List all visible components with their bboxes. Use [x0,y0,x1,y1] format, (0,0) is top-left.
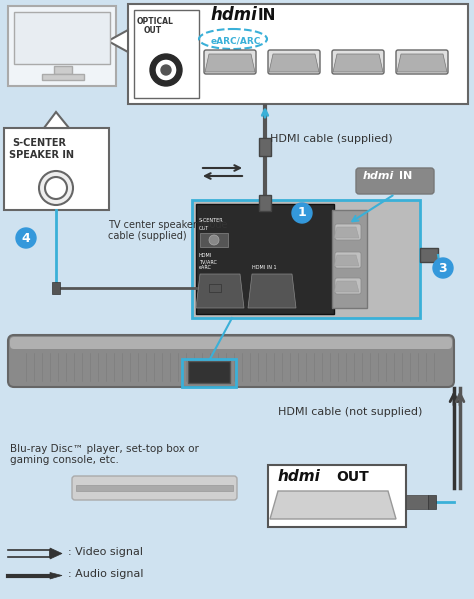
Circle shape [433,258,453,278]
FancyBboxPatch shape [72,476,237,500]
Bar [14,12,110,64]
Polygon shape [248,274,296,308]
FancyBboxPatch shape [396,50,448,74]
FancyBboxPatch shape [335,278,361,294]
Text: TV/ARC: TV/ARC [199,259,217,264]
Circle shape [39,171,73,205]
Bar [428,495,436,509]
FancyBboxPatch shape [204,50,256,74]
Bar [192,200,420,318]
Polygon shape [397,54,447,72]
Text: hdmi: hdmi [210,6,257,24]
Bar [54,66,72,74]
Text: SPEAKER IN: SPEAKER IN [9,150,74,160]
FancyBboxPatch shape [10,337,452,349]
FancyBboxPatch shape [268,50,320,74]
Bar [259,138,271,156]
Text: eARC/ARC: eARC/ARC [211,36,261,45]
Circle shape [292,203,312,223]
Text: OPTICAL: OPTICAL [137,17,174,26]
Text: : Audio signal: : Audio signal [68,569,144,579]
Polygon shape [44,112,69,128]
FancyBboxPatch shape [8,335,454,387]
Text: TV center speaker mode: TV center speaker mode [108,220,228,230]
Text: eARC: eARC [199,265,212,270]
Polygon shape [269,54,319,72]
FancyBboxPatch shape [356,168,434,194]
Text: HDMI: HDMI [199,253,212,258]
Bar [8,6,116,86]
Polygon shape [50,548,62,559]
Text: 3: 3 [439,262,447,274]
Text: TV: TV [16,12,34,25]
Polygon shape [333,54,383,72]
Text: Blu-ray Disc™ player, set-top box or: Blu-ray Disc™ player, set-top box or [10,444,199,454]
Text: gaming console, etc.: gaming console, etc. [10,455,119,465]
Bar [196,204,334,314]
Bar [259,195,271,211]
Circle shape [45,177,67,199]
Text: IN: IN [399,171,412,181]
Bar [52,282,60,294]
Bar [420,248,438,262]
Bar [4,128,109,210]
Circle shape [155,59,177,81]
Polygon shape [205,54,255,72]
Bar [268,465,406,527]
Bar [128,4,468,104]
Polygon shape [108,30,128,52]
Text: HDMI IN 1: HDMI IN 1 [252,265,277,270]
Text: OUT: OUT [336,470,369,484]
Text: S-CENTER: S-CENTER [12,138,66,148]
Bar [42,74,84,80]
Text: OUT: OUT [144,26,162,35]
Text: IN: IN [258,8,276,23]
Text: cable (supplied): cable (supplied) [108,231,187,241]
Circle shape [161,65,171,75]
Text: 1: 1 [298,207,306,219]
Circle shape [209,235,219,245]
Text: S-CENTER: S-CENTER [199,218,224,223]
Bar [332,210,367,308]
Bar [76,485,233,491]
Polygon shape [334,227,359,238]
Text: : Video signal: : Video signal [68,547,143,557]
Polygon shape [50,573,62,579]
Polygon shape [334,281,359,292]
Text: OUT: OUT [199,226,209,231]
FancyBboxPatch shape [335,224,361,240]
Text: HDMI cable (supplied): HDMI cable (supplied) [270,134,392,144]
Bar [406,495,428,509]
FancyBboxPatch shape [335,252,361,268]
Text: hdmi: hdmi [278,469,321,484]
Circle shape [16,228,36,248]
Bar [200,233,228,247]
Polygon shape [196,274,244,308]
Polygon shape [270,491,396,519]
Polygon shape [334,255,359,266]
Text: HDMI cable (not supplied): HDMI cable (not supplied) [278,407,422,417]
Bar [188,361,230,383]
Text: hdmi: hdmi [363,171,394,181]
FancyBboxPatch shape [332,50,384,74]
Bar [134,10,199,98]
Circle shape [150,54,182,86]
Text: 4: 4 [22,231,30,244]
Bar [182,359,236,387]
Bar [209,284,221,292]
